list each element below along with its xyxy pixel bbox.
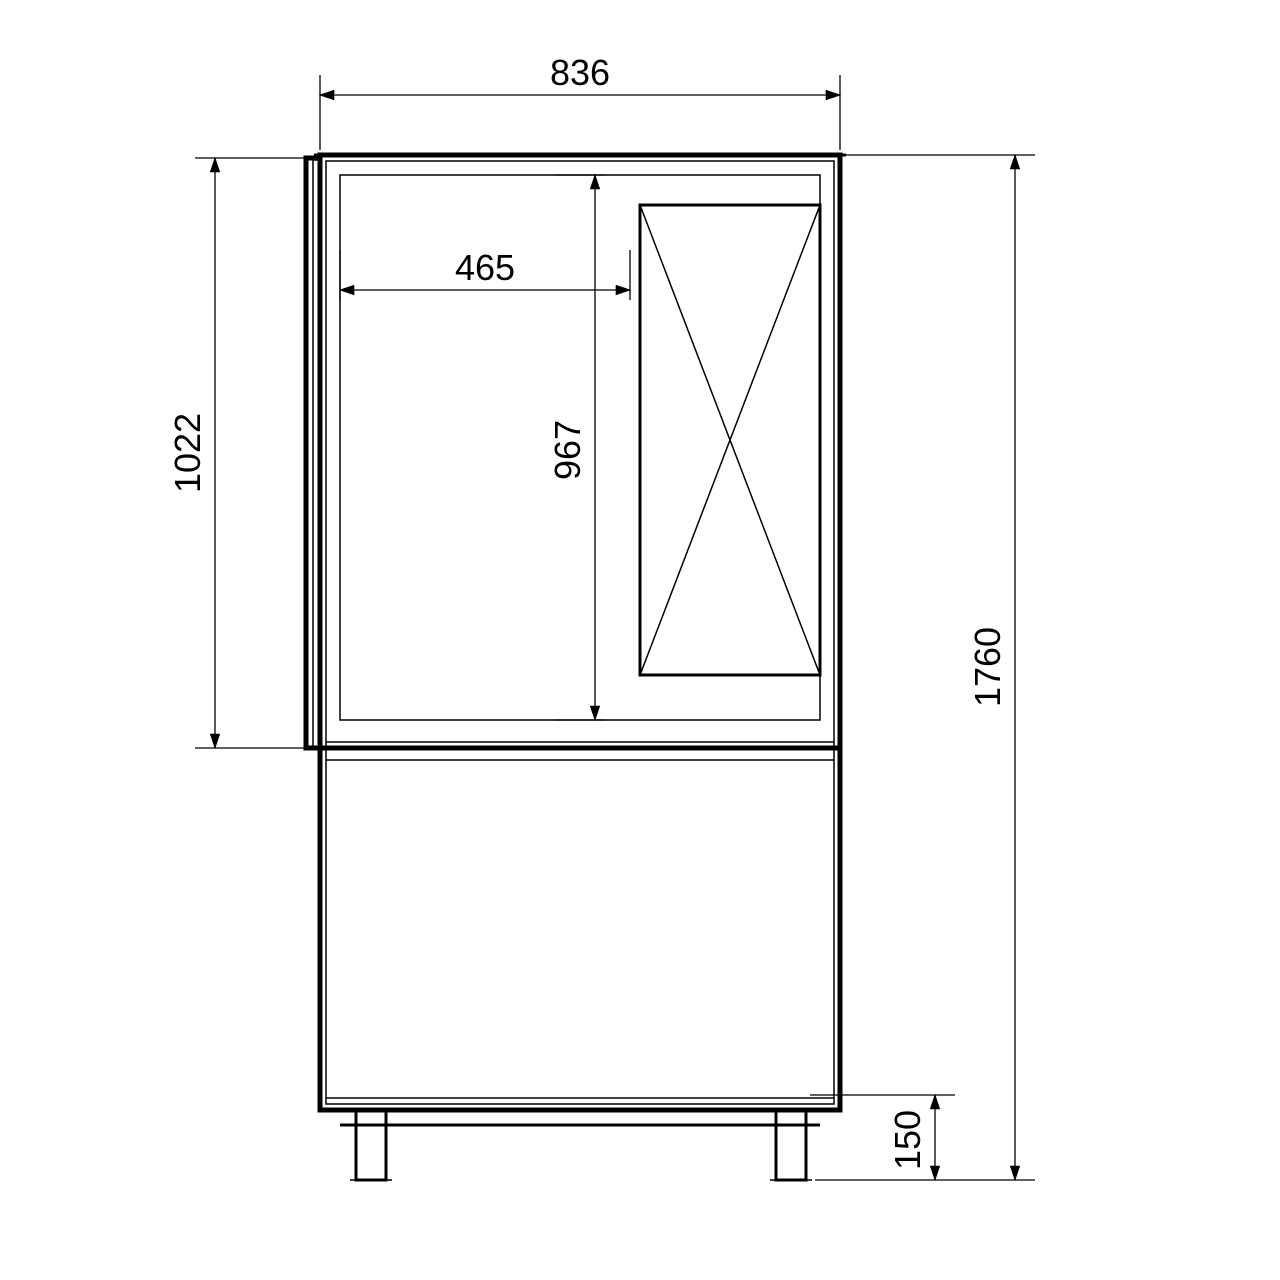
dim-door-height: 1022	[167, 158, 305, 748]
dim-overall-width: 836	[320, 52, 840, 150]
dim-inner-width-label: 465	[455, 247, 515, 288]
dim-foot-height-label: 150	[887, 1110, 928, 1170]
dim-inner-height: 967	[547, 175, 605, 720]
dimension-drawing: 836 465 967 1022 1760 150	[0, 0, 1280, 1280]
dim-overall-height-label: 1760	[967, 627, 1008, 707]
dim-inner-height-label: 967	[547, 420, 588, 480]
dim-overall-height: 1760	[815, 155, 1035, 1180]
dim-overall-width-label: 836	[550, 52, 610, 93]
dim-inner-width: 465	[340, 247, 630, 300]
dim-door-height-label: 1022	[167, 413, 208, 493]
